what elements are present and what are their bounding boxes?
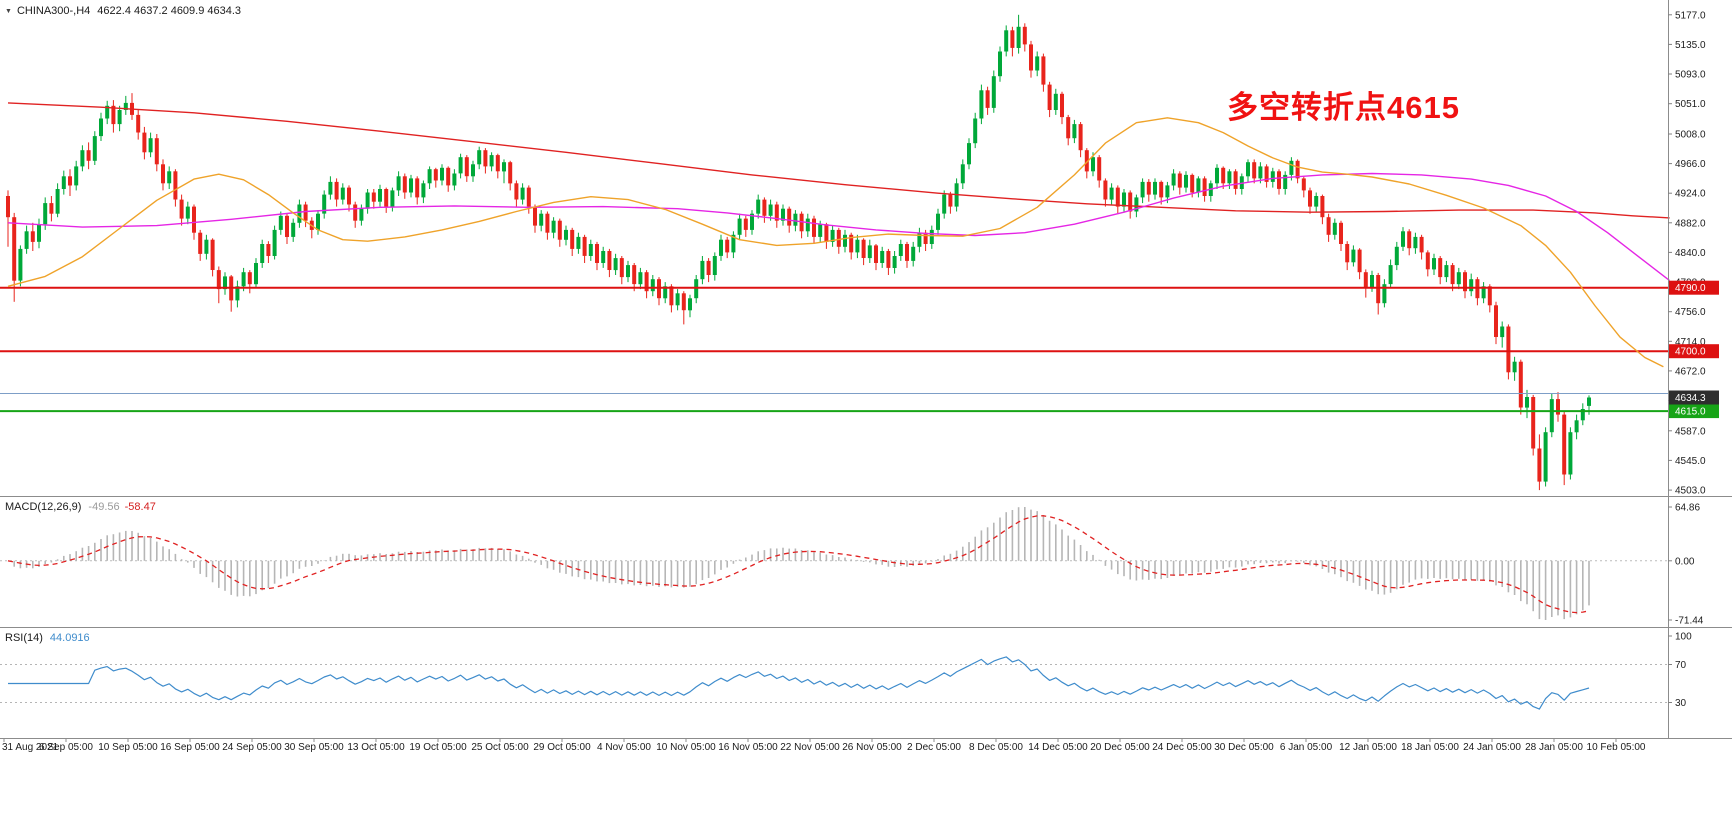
- time-axis-label: 24 Dec 05:00: [1152, 742, 1212, 753]
- time-axis-label: 12 Jan 05:00: [1339, 742, 1397, 753]
- ma-slow-red: [7, 102, 1670, 219]
- price-axis-label: 4840.0: [1675, 248, 1706, 259]
- time-axis-label: 8 Dec 05:00: [969, 742, 1023, 753]
- rsi-axis-label: 70: [1675, 660, 1687, 671]
- rsi-axis-label: 100: [1675, 632, 1692, 643]
- time-axis-label: 30 Dec 05:00: [1214, 742, 1274, 753]
- time-axis-label: 10 Nov 05:00: [656, 742, 716, 753]
- rsi-value: 44.0916: [49, 632, 90, 644]
- price-tag: [1669, 390, 1719, 405]
- time-axis-label: 14 Dec 05:00: [1028, 742, 1088, 753]
- price-axis-label: 5051.0: [1675, 99, 1706, 110]
- time-axis-label: 19 Oct 05:00: [409, 742, 467, 753]
- price-axis-label: 4966.0: [1675, 159, 1706, 170]
- price-axis-label: 4924.0: [1675, 189, 1706, 200]
- ma-medium-magenta: [7, 172, 1671, 282]
- rsi-line: [8, 656, 1590, 710]
- time-axis-label: 29 Oct 05:00: [533, 742, 591, 753]
- price-tag-label: 4700.0: [1675, 347, 1706, 358]
- rsi-name: RSI(14): [5, 632, 43, 644]
- price-axis-label: 4503.0: [1675, 486, 1706, 497]
- time-axis-label: 25 Oct 05:00: [471, 742, 529, 753]
- price-axis-label: 4672.0: [1675, 366, 1706, 377]
- price-axis-label: 4587.0: [1675, 426, 1706, 437]
- macd-name: MACD(12,26,9): [5, 501, 82, 513]
- time-axis-label: 24 Sep 05:00: [222, 742, 282, 753]
- time-axis-label: 28 Jan 05:00: [1525, 742, 1583, 753]
- macd-indicator-label: MACD(12,26,9) -49.56 -58.47: [5, 501, 156, 513]
- time-axis-label: 30 Sep 05:00: [284, 742, 344, 753]
- macd-axis-label: 0.00: [1675, 556, 1695, 567]
- time-axis-label: 10 Sep 05:00: [98, 742, 158, 753]
- time-axis-label: 18 Jan 05:00: [1401, 742, 1459, 753]
- price-tag: [1669, 280, 1719, 295]
- price-tag-label: 4790.0: [1675, 283, 1706, 294]
- time-axis-label: 26 Nov 05:00: [842, 742, 902, 753]
- macd-main-value: -49.56: [88, 501, 120, 513]
- price-tag: [1669, 344, 1719, 359]
- time-axis-label: 10 Feb 05:00: [1586, 742, 1646, 753]
- ohlc-readout: 4622.4 4637.2 4609.9 4634.3: [97, 5, 242, 17]
- time-axis-label: 22 Nov 05:00: [780, 742, 840, 753]
- time-axis: 31 Aug 2021 6 Sep 05:00 10 Sep 05:00 16 Sep…: [0, 740, 1732, 760]
- rsi-axis-label: 30: [1675, 698, 1687, 709]
- time-axis-label: 24 Jan 05:00: [1463, 742, 1521, 753]
- time-axis-label: 6 Sep 05:00: [39, 742, 93, 753]
- time-axis-label: 4 Nov 05:00: [597, 742, 651, 753]
- rsi-indicator-label: RSI(14) 44.0916: [5, 632, 90, 644]
- price-axis-label: 4545.0: [1675, 456, 1706, 467]
- macd-signal-value: -58.47: [124, 501, 156, 513]
- price-axis-label: 5135.0: [1675, 40, 1706, 51]
- symbol-timeframe: CHINA300-,H4: [16, 5, 91, 17]
- time-axis-label: 6 Jan 05:00: [1279, 742, 1333, 753]
- price-tag: [1669, 404, 1719, 419]
- time-axis-label: 2 Dec 05:00: [907, 742, 961, 753]
- time-axis-label: 31 Aug 2021: [2, 742, 59, 753]
- annotation-text: 多空转折点4615: [1227, 90, 1460, 125]
- ma-fast-orange: [7, 117, 1664, 368]
- price-tag-label: 4615.0: [1675, 407, 1706, 418]
- price-axis-label: 4882.0: [1675, 218, 1706, 229]
- time-axis-label: 20 Dec 05:00: [1090, 742, 1150, 753]
- candlestick-series: [6, 14, 1591, 491]
- macd-histogram: [13, 507, 1590, 620]
- price-axis-label: 4714.0: [1675, 337, 1706, 348]
- time-axis-label: 16 Nov 05:00: [718, 742, 778, 753]
- collapse-triangle-icon[interactable]: ▼: [5, 7, 12, 15]
- time-axis-label: 16 Sep 05:00: [160, 742, 220, 753]
- price-tag-label: 4634.3: [1675, 393, 1706, 404]
- chart-title: ▼ CHINA300-,H4 4622.4 4637.2 4609.9 4634…: [5, 5, 241, 17]
- price-axis-label: 4756.0: [1675, 307, 1706, 318]
- time-axis-label: 13 Oct 05:00: [347, 742, 405, 753]
- price-axis-label: 5177.0: [1675, 10, 1706, 21]
- macd-signal-line: [7, 515, 1590, 614]
- price-axis-label: 5093.0: [1675, 70, 1706, 81]
- macd-axis-label: 64.86: [1675, 503, 1700, 514]
- price-axis-label: 5008.0: [1675, 130, 1706, 141]
- macd-axis-label: -71.44: [1675, 616, 1704, 627]
